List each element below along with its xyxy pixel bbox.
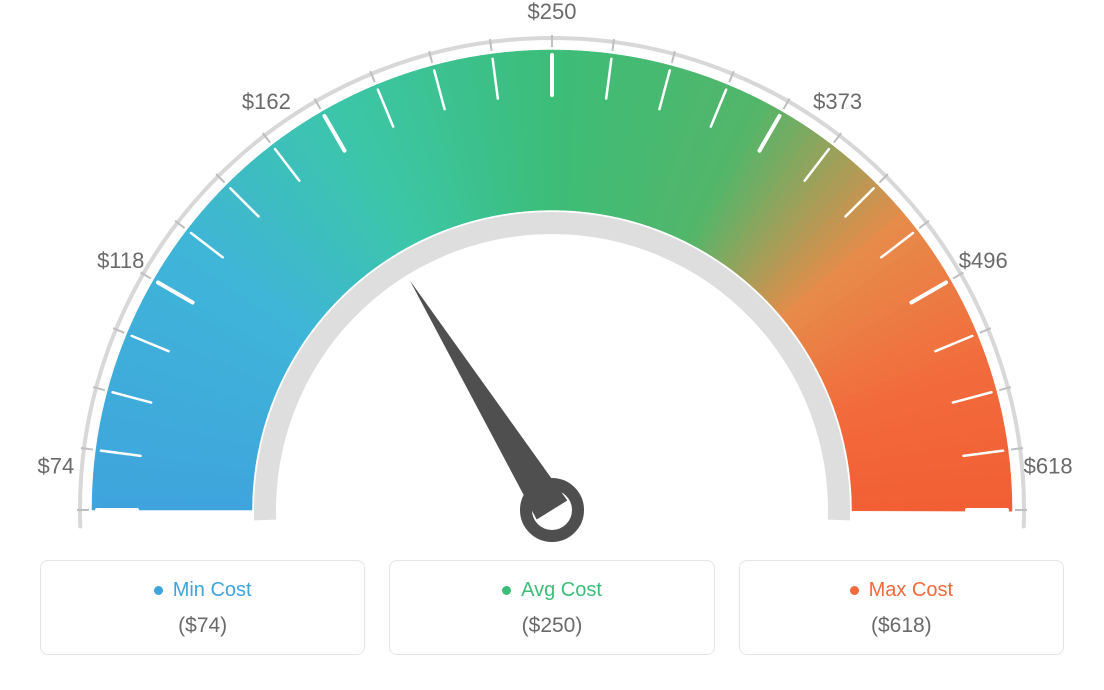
legend-card-max: Max Cost ($618) <box>739 560 1064 655</box>
gauge-tick-label: $618 <box>1024 454 1073 479</box>
legend-dot-max <box>850 586 859 595</box>
gauge-tick-label: $162 <box>242 89 291 114</box>
legend-label-max: Max Cost <box>869 579 953 602</box>
legend-dot-min <box>154 586 163 595</box>
gauge-tick-label: $496 <box>959 248 1008 273</box>
gauge-tick-label: $250 <box>528 0 577 24</box>
legend-value-max: ($618) <box>750 614 1053 638</box>
legend-card-min: Min Cost ($74) <box>40 560 365 655</box>
gauge-tick-label: $373 <box>813 89 862 114</box>
legend-value-avg: ($250) <box>400 614 703 638</box>
legend-value-min: ($74) <box>51 614 354 638</box>
gauge-chart: $74 $118 $162 $250 $373 $496 $618 <box>0 0 1104 560</box>
legend-title-min: Min Cost <box>154 579 252 602</box>
gauge-tick-label: $74 <box>38 454 75 479</box>
legend-title-avg: Avg Cost <box>502 579 602 602</box>
legend-label-min: Min Cost <box>173 579 252 602</box>
legend-label-avg: Avg Cost <box>521 579 602 602</box>
legend-title-max: Max Cost <box>850 579 953 602</box>
legend-row: Min Cost ($74) Avg Cost ($250) Max Cost … <box>0 560 1104 655</box>
legend-card-avg: Avg Cost ($250) <box>389 560 714 655</box>
gauge-svg: $74 $118 $162 $250 $373 $496 $618 <box>0 0 1104 560</box>
legend-dot-avg <box>502 586 511 595</box>
gauge-tick-label: $118 <box>97 248 144 273</box>
